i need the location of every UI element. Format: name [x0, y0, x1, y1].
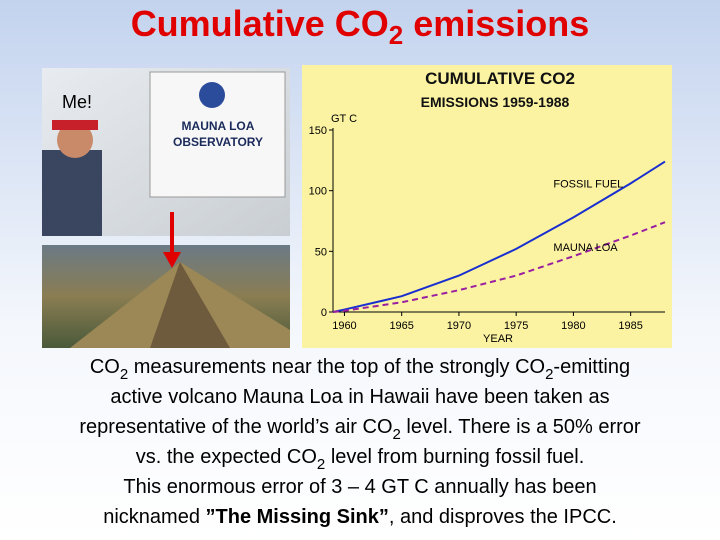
body-run: CO — [90, 356, 120, 378]
series-label: MAUNA LOA — [553, 242, 618, 254]
chart-title: CUMULATIVE CO2 — [425, 69, 575, 88]
body-run: nicknamed — [103, 506, 205, 528]
body-run: -emitting — [553, 356, 630, 378]
data-line — [332, 221, 666, 313]
subscript: 2 — [393, 426, 401, 443]
body-run: measurements near the top of the strongl… — [128, 356, 545, 378]
subscript: 2 — [120, 366, 128, 383]
y-tick-label: 0 — [321, 307, 327, 319]
chart-background — [302, 65, 672, 348]
subscript: 2 — [545, 366, 553, 383]
y-axis-label: GT C — [331, 113, 357, 125]
title-part: emissions — [403, 3, 589, 44]
body-run: , and disproves the IPCC. — [389, 506, 617, 528]
y-tick-label: 50 — [315, 246, 327, 258]
photo-volcano-model — [42, 245, 290, 348]
body-run: representative of the world’s air CO — [79, 416, 392, 438]
x-tick-label: 1980 — [561, 320, 585, 332]
x-axis-label: YEAR — [483, 333, 513, 345]
body-run: vs. the expected CO — [136, 446, 317, 468]
body-run: level. There is a 50% error — [401, 416, 641, 438]
sign-text: MAUNA LOA — [182, 119, 255, 133]
body-run: active volcano Mauna Loa in Hawaii have … — [110, 386, 609, 408]
x-tick-label: 1985 — [618, 320, 642, 332]
x-tick-label: 1965 — [389, 320, 413, 332]
sign-text: OBSERVATORY — [173, 135, 263, 149]
x-tick-label: 1975 — [504, 320, 528, 332]
photo-observatory — [42, 68, 290, 236]
y-tick-label: 100 — [309, 186, 327, 198]
title-subscript: 2 — [389, 20, 403, 50]
x-tick-label: 1960 — [332, 320, 356, 332]
series-label: FOSSIL FUEL — [553, 178, 623, 190]
chart-subtitle: EMISSIONS 1959-1988 — [421, 94, 570, 110]
data-line — [332, 160, 666, 313]
body-run: ”The Missing Sink” — [206, 506, 389, 528]
slide-title: Cumulative CO2 emissions — [131, 3, 590, 50]
chart: CUMULATIVE CO2 EMISSIONS 1959-1988 GT C … — [302, 65, 672, 348]
x-tick-label: 1970 — [447, 320, 471, 332]
title-part: Cumulative CO — [131, 3, 389, 44]
photo-caption: Me! — [62, 92, 92, 112]
body-run: This enormous error of 3 – 4 GT C annual… — [123, 476, 596, 498]
body-run: level from burning fossil fuel. — [325, 446, 584, 468]
y-tick-label: 150 — [309, 125, 327, 137]
arrow — [163, 212, 181, 268]
subscript: 2 — [317, 456, 325, 473]
body-text: CO2 measurements near the top of the str… — [79, 356, 641, 528]
